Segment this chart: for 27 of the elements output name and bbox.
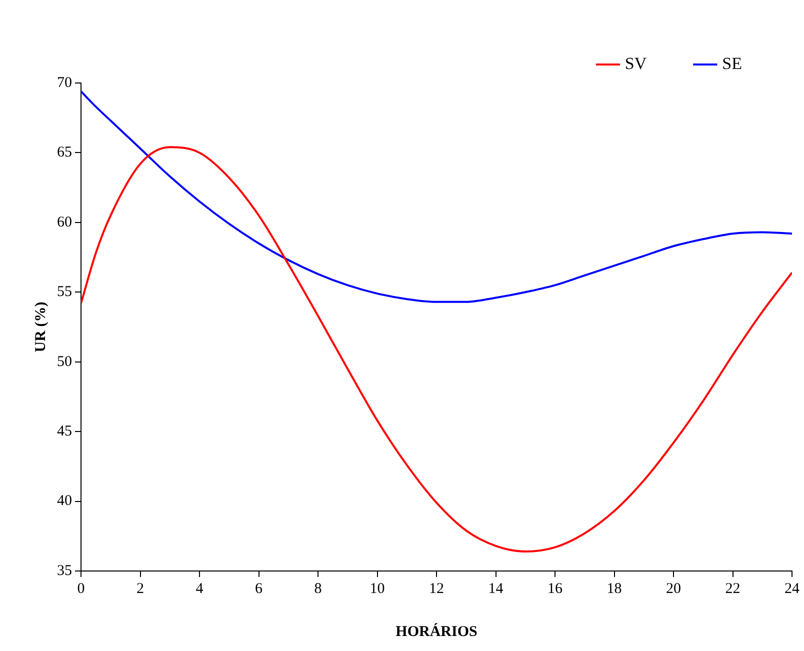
line-series bbox=[81, 146, 792, 552]
x-tick-label: 0 bbox=[77, 580, 85, 597]
y-tick-label: 70 bbox=[57, 74, 72, 91]
x-tick-label: 16 bbox=[548, 580, 563, 597]
line-series bbox=[81, 90, 792, 303]
y-tick-label: 50 bbox=[57, 354, 72, 370]
x-tick-label: 6 bbox=[255, 580, 263, 597]
x-tick-label: 4 bbox=[196, 580, 204, 597]
x-tick-label: 24 bbox=[784, 580, 800, 597]
legend-label: SE bbox=[722, 54, 742, 73]
y-tick-label: 35 bbox=[57, 562, 72, 579]
x-tick-label: 22 bbox=[725, 580, 740, 597]
x-tick-label: 20 bbox=[666, 580, 681, 597]
y-tick-label: 40 bbox=[57, 493, 72, 510]
y-tick-label: 45 bbox=[57, 424, 72, 440]
y-tick-label: 60 bbox=[57, 214, 72, 230]
x-tick-label: 14 bbox=[488, 580, 504, 597]
y-tick-label: 65 bbox=[57, 144, 72, 161]
x-tick-label: 10 bbox=[370, 580, 385, 597]
x-axis-title: HORÁRIOS bbox=[396, 622, 478, 640]
x-tick-label: 18 bbox=[606, 580, 622, 597]
x-tick-label: 12 bbox=[429, 580, 444, 597]
y-axis-title: UR (%) bbox=[32, 302, 49, 352]
y-tick-label: 55 bbox=[57, 284, 72, 300]
legend-label: SV bbox=[624, 54, 648, 73]
x-tick-label: 8 bbox=[314, 580, 322, 597]
x-tick-label: 2 bbox=[136, 580, 144, 597]
